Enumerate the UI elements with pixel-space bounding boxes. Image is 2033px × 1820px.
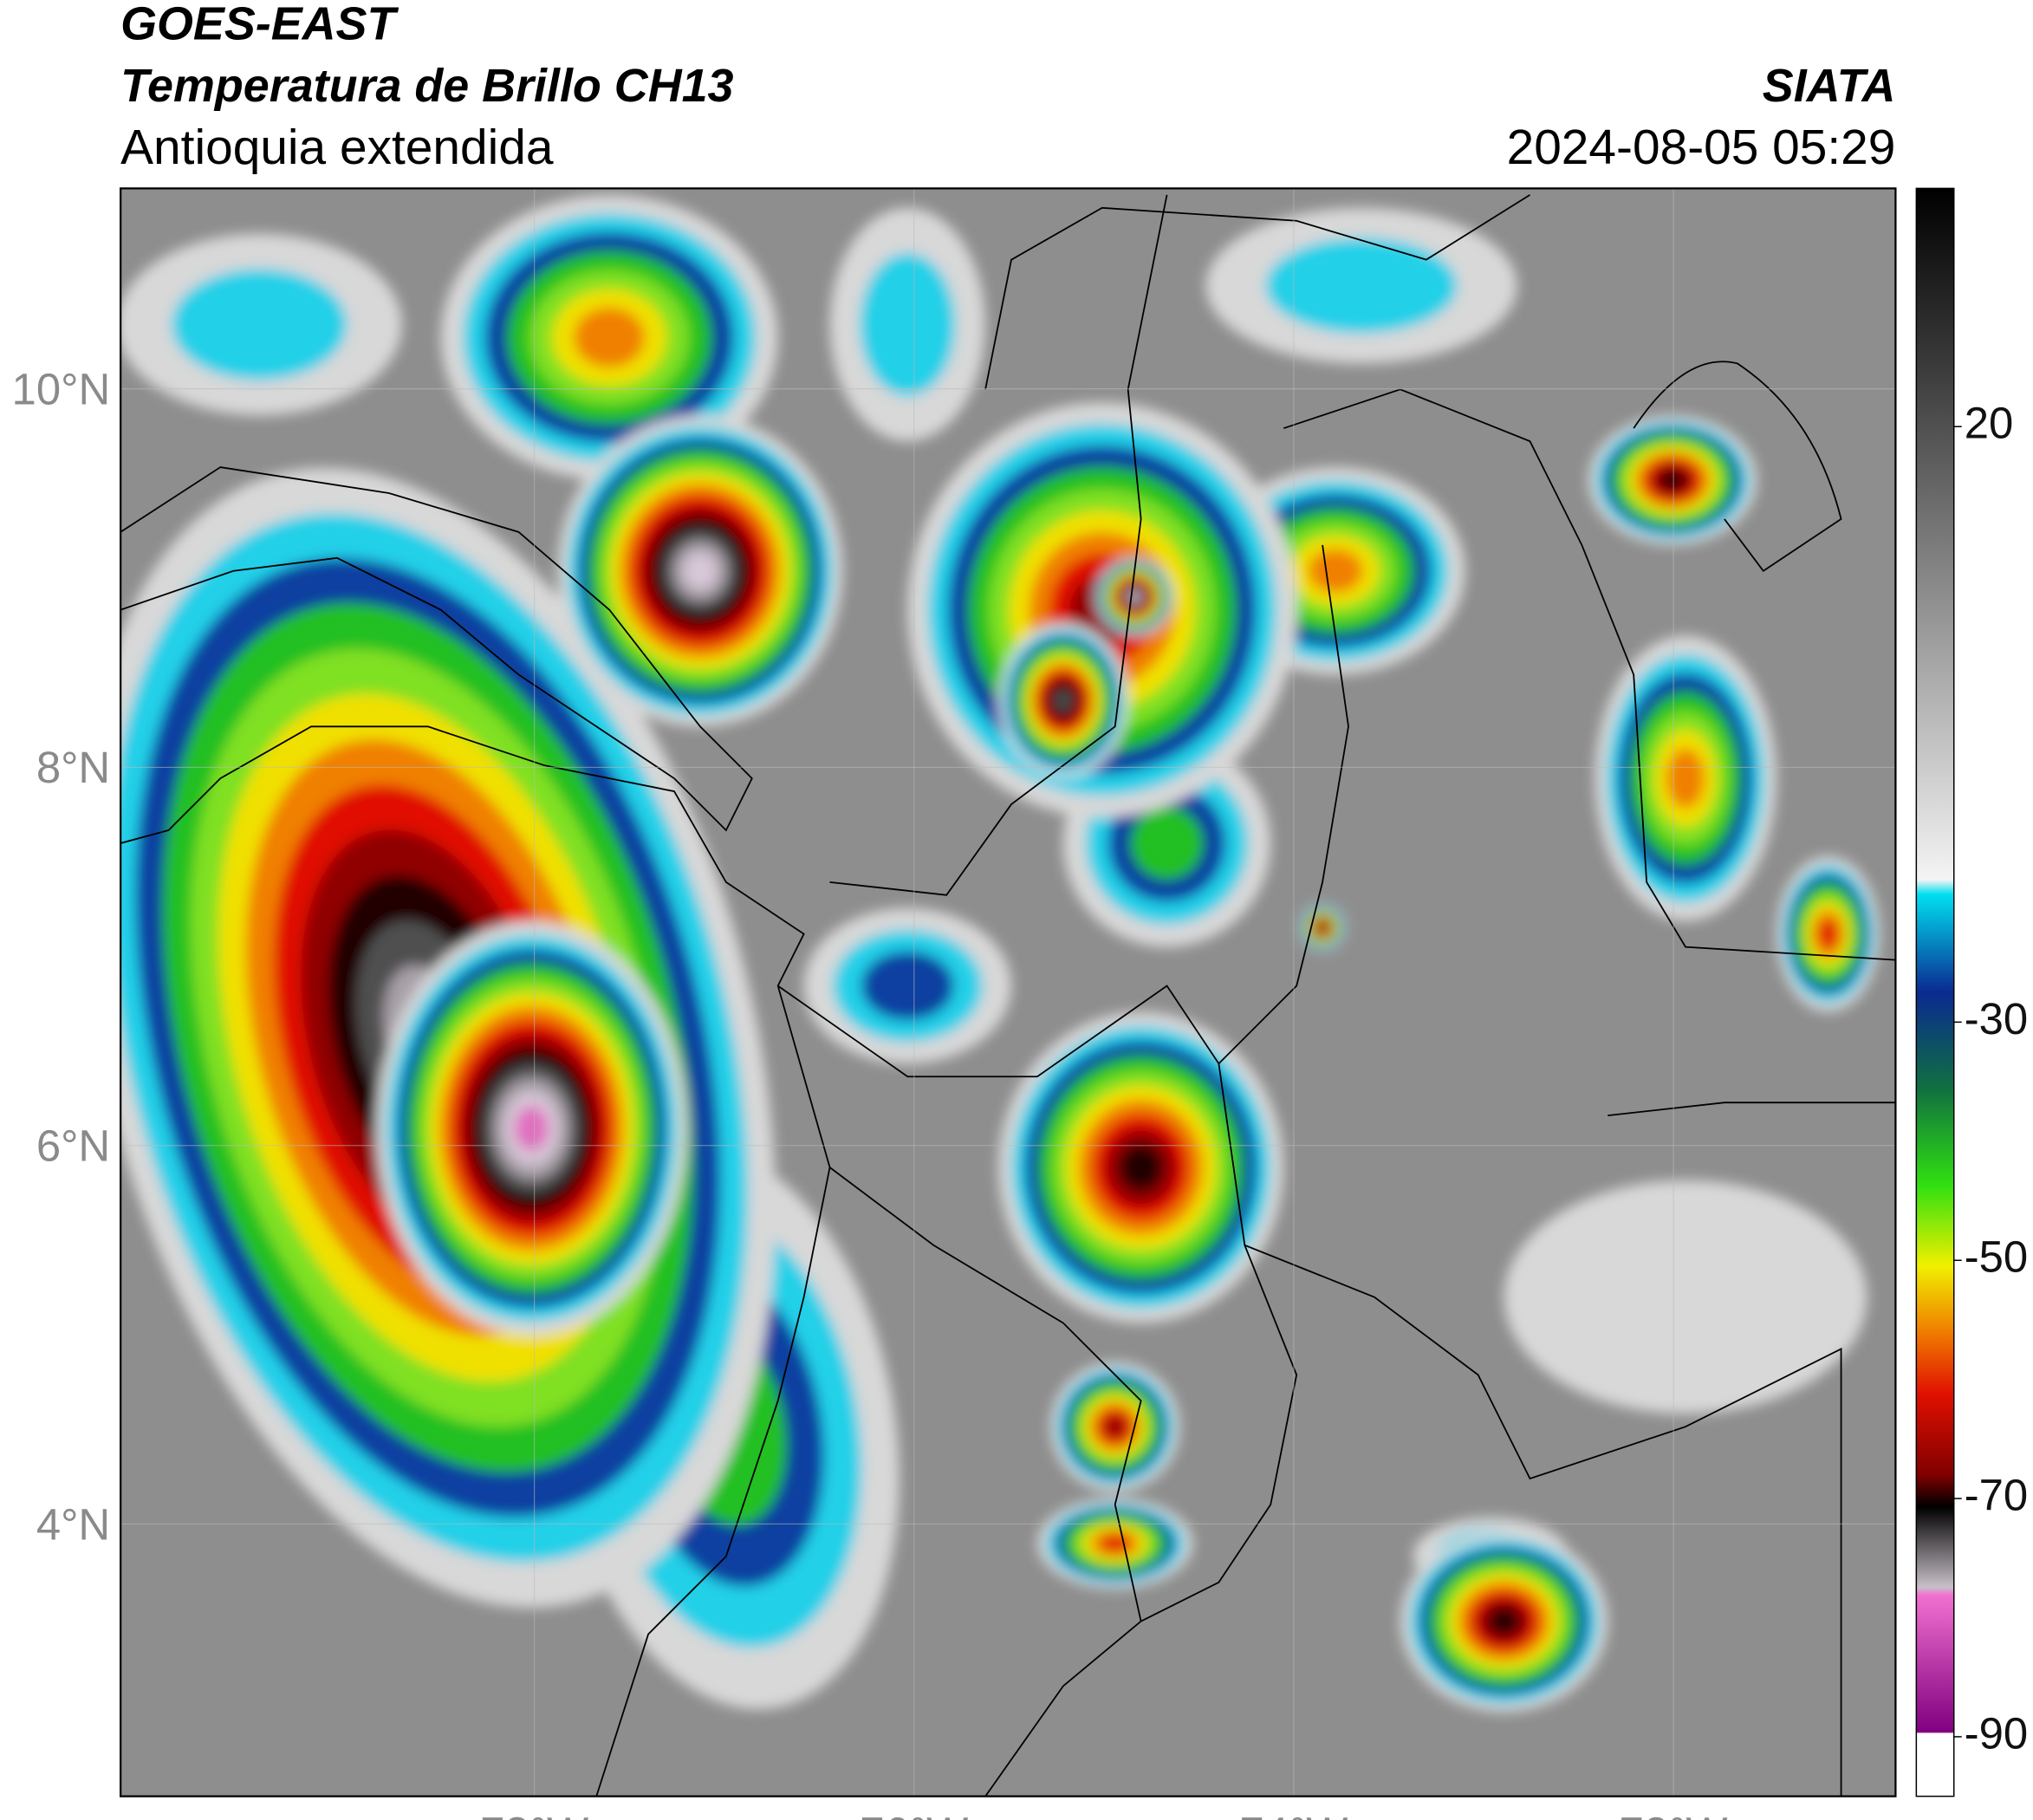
cloud-layer	[1130, 807, 1204, 880]
cloud-layer	[1666, 748, 1705, 809]
title: GOES-EAST	[120, 0, 399, 49]
cloud-layer	[860, 252, 956, 397]
cloud-layer	[574, 307, 646, 368]
colorbar-tick-label: -30	[1965, 994, 2029, 1043]
cloud-layer	[1054, 689, 1073, 712]
cloud-layer	[1660, 470, 1686, 491]
map-frame	[120, 187, 1897, 1797]
colorbar-tick-label: -50	[1965, 1232, 2029, 1282]
colorbar-tick-label: 20	[1965, 399, 2014, 448]
region: Antioquia extendida	[120, 120, 554, 175]
colorbar	[1915, 187, 1955, 1797]
cloud-layer	[1308, 549, 1363, 593]
cloud-layer	[1319, 924, 1326, 931]
cloud-layer	[1504, 1180, 1867, 1414]
cloud-layer	[861, 951, 954, 1021]
datetime: 2024-08-05 05:29	[1507, 120, 1896, 175]
cloud-layer	[171, 269, 347, 380]
cloud-layer	[1119, 1143, 1163, 1192]
colorbar-ticks: 20 -30 -50 -70 -90	[1953, 399, 2029, 1758]
colorbar-tick-label: -90	[1965, 1708, 2029, 1758]
axes: 4°N 6°N 8°N 10°N 78°W 76°W 74°W 72°W	[12, 365, 1728, 1820]
lat-tick-label: 6°N	[36, 1121, 110, 1171]
lat-tick-label: 10°N	[12, 365, 111, 414]
cloud-layer	[514, 1105, 549, 1152]
grid	[120, 188, 1896, 1797]
cloud-layer	[1818, 919, 1838, 949]
lat-tick-label: 4°N	[36, 1499, 110, 1549]
cloud-layer	[1104, 1415, 1127, 1438]
map-area	[120, 188, 1896, 1797]
subtitle: Temperatura de Brillo CH13	[120, 60, 733, 112]
cloud-field	[120, 194, 1880, 1713]
borders	[120, 194, 1896, 1797]
source: SIATA	[1763, 60, 1896, 112]
lon-tick-label: 76°W	[860, 1808, 968, 1820]
cloud-layer	[683, 552, 718, 589]
lat-tick-label: 8°N	[36, 743, 110, 792]
lon-tick-label: 78°W	[480, 1808, 588, 1820]
colorbar-tick-label: -70	[1965, 1471, 2029, 1520]
lon-tick-label: 74°W	[1240, 1808, 1348, 1820]
lon-tick-label: 72°W	[1620, 1808, 1728, 1820]
cloud-layer	[1265, 237, 1458, 334]
cloud-layer	[1488, 1607, 1520, 1635]
